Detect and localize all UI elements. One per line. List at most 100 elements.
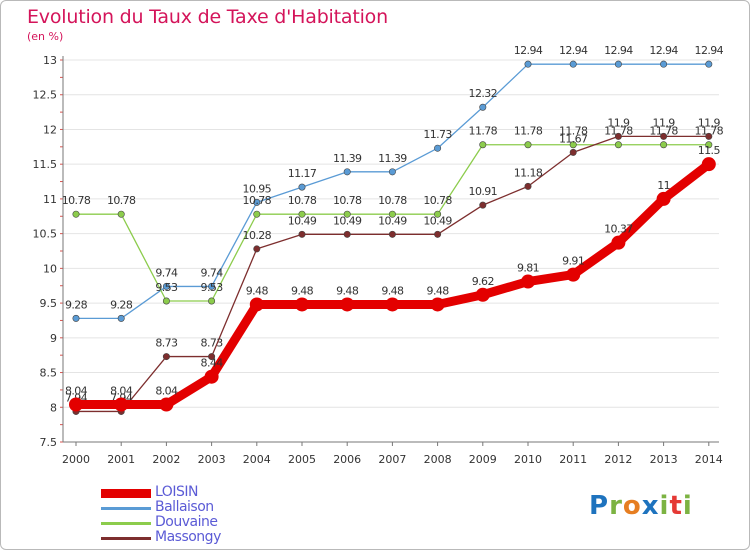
data-label-massongy: 11.9 xyxy=(698,116,721,129)
data-point-ballaison xyxy=(208,282,216,290)
data-label-ballaison: 11.39 xyxy=(378,152,407,165)
data-label-loisin: 9.48 xyxy=(336,284,359,297)
data-point-massongy xyxy=(569,148,577,156)
x-tick-label: 2001 xyxy=(107,453,135,466)
y-tick-label: 10.5 xyxy=(33,228,58,241)
data-label-loisin: 8.04 xyxy=(155,384,178,397)
y-tick-label: 12 xyxy=(43,123,57,136)
logo-letter: o xyxy=(622,491,642,521)
data-point-massongy xyxy=(162,353,170,361)
chart-unit-label: (en %) xyxy=(27,30,64,43)
data-label-douvaine: 9.53 xyxy=(201,281,224,294)
data-label-massongy: 8.73 xyxy=(201,337,224,350)
data-label-massongy: 10.49 xyxy=(423,214,452,227)
data-point-massongy xyxy=(660,132,668,140)
data-label-ballaison: 11.17 xyxy=(288,167,317,180)
data-point-massongy xyxy=(434,230,442,238)
logo-letter: t xyxy=(669,491,683,521)
x-tick-label: 2010 xyxy=(514,453,542,466)
data-point-loisin xyxy=(249,297,264,312)
data-point-douvaine xyxy=(614,141,622,149)
x-tick-label: 2011 xyxy=(559,453,587,466)
data-label-massongy: 10.49 xyxy=(378,214,407,227)
data-label-ballaison: 12.94 xyxy=(514,44,543,57)
y-tick-label: 11 xyxy=(43,193,57,206)
data-label-douvaine: 10.78 xyxy=(378,194,407,207)
legend-label: Ballaison xyxy=(155,499,214,515)
x-tick-label: 2014 xyxy=(695,453,723,466)
data-point-loisin xyxy=(430,297,445,312)
data-label-douvaine: 10.78 xyxy=(333,194,362,207)
data-label-ballaison: 9.28 xyxy=(65,298,88,311)
data-point-loisin xyxy=(566,267,581,282)
logo-letter: x xyxy=(641,491,660,521)
data-label-douvaine: 11.78 xyxy=(695,125,724,138)
data-point-ballaison xyxy=(343,168,351,176)
data-label-loisin: 9.48 xyxy=(381,284,404,297)
data-point-ballaison xyxy=(614,60,622,68)
data-point-ballaison xyxy=(72,314,80,322)
data-point-douvaine xyxy=(72,210,80,218)
data-point-douvaine xyxy=(343,210,351,218)
data-point-massongy xyxy=(479,201,487,209)
data-point-loisin xyxy=(521,274,535,289)
legend-swatch xyxy=(101,537,151,540)
legend-swatch xyxy=(101,489,151,498)
data-point-douvaine xyxy=(298,210,306,218)
y-tick-label: 8.5 xyxy=(40,367,58,380)
y-tick-label: 8 xyxy=(50,401,57,414)
data-point-ballaison xyxy=(434,144,442,152)
data-label-loisin: 9.62 xyxy=(472,275,494,288)
legend-label: LOISIN xyxy=(155,484,198,500)
data-label-massongy: 10.91 xyxy=(469,185,498,198)
data-point-loisin xyxy=(611,235,626,250)
data-point-loisin xyxy=(656,191,671,206)
logo-letter: i xyxy=(682,491,693,521)
data-label-ballaison: 12.94 xyxy=(695,44,724,57)
data-point-massongy xyxy=(388,230,396,238)
data-label-loisin: 11 xyxy=(657,179,670,192)
data-point-douvaine xyxy=(524,141,532,149)
data-point-loisin xyxy=(475,287,490,302)
y-tick-label: 13 xyxy=(43,54,57,67)
data-label-ballaison: 12.32 xyxy=(469,87,498,100)
data-label-loisin: 9.81 xyxy=(517,262,539,275)
data-point-douvaine xyxy=(208,297,216,305)
y-tick-label: 10 xyxy=(43,262,57,275)
data-label-loisin: 9.48 xyxy=(246,284,269,297)
data-label-massongy: 8.73 xyxy=(155,337,178,350)
data-point-massongy xyxy=(208,353,216,361)
data-label-massongy: 10.49 xyxy=(333,214,362,227)
data-label-loisin: 8.04 xyxy=(65,384,88,397)
data-point-ballaison xyxy=(388,168,396,176)
data-label-ballaison: 9.28 xyxy=(110,298,133,311)
data-label-douvaine: 9.53 xyxy=(155,281,178,294)
x-tick-label: 2008 xyxy=(424,453,452,466)
data-label-ballaison: 12.94 xyxy=(559,44,588,57)
data-label-ballaison: 10.95 xyxy=(243,182,272,195)
data-point-massongy xyxy=(298,230,306,238)
data-point-douvaine xyxy=(388,210,396,218)
x-tick-label: 2003 xyxy=(198,453,226,466)
data-label-loisin: 10.37 xyxy=(604,223,633,236)
x-tick-label: 2005 xyxy=(288,453,316,466)
proxiti-logo: Proxiti xyxy=(589,491,693,521)
legend-label: Massongy xyxy=(155,529,221,545)
data-point-loisin xyxy=(295,297,309,312)
data-point-massongy xyxy=(614,132,622,140)
data-label-douvaine: 10.78 xyxy=(62,194,91,207)
data-point-massongy xyxy=(343,230,351,238)
data-point-loisin xyxy=(701,157,716,172)
data-label-douvaine: 11.78 xyxy=(469,125,498,138)
chart-title: Evolution du Taux de Taxe d'Habitation xyxy=(27,6,388,28)
data-label-douvaine: 11.78 xyxy=(514,125,543,138)
y-tick-label: 7.5 xyxy=(40,436,58,449)
data-point-loisin xyxy=(114,397,129,412)
y-tick-label: 11.5 xyxy=(33,158,58,171)
data-point-douvaine xyxy=(117,210,125,218)
data-label-loisin: 8.04 xyxy=(110,384,133,397)
data-label-douvaine: 10.78 xyxy=(288,194,317,207)
data-point-loisin xyxy=(204,369,219,384)
data-label-massongy: 11.9 xyxy=(653,116,676,129)
